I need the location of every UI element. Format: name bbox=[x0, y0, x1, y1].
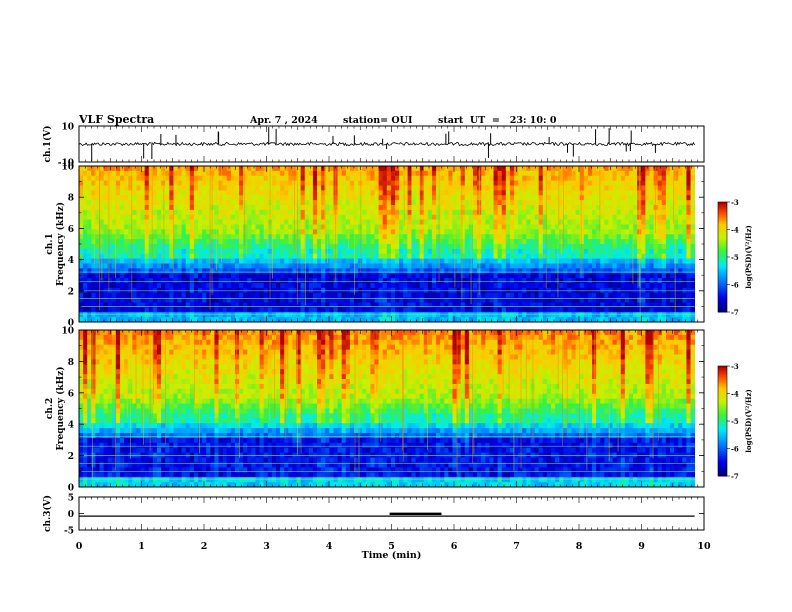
ch2-spectrogram-ytick-label: 6 bbox=[68, 389, 74, 399]
ch3-waveform-yticks: 5 0 -5 bbox=[64, 494, 704, 537]
ch2-spectrogram-ytick-label: 8 bbox=[68, 358, 74, 368]
ch1-waveform-ytick-label: 10 bbox=[61, 123, 74, 133]
x-ticks bbox=[78, 166, 705, 322]
ch1-spectrogram-ytick-label: 2 bbox=[68, 287, 74, 297]
ch1-spectrogram-ytick-label: 8 bbox=[68, 194, 74, 204]
ch2-spectrogram-colorbar-tick-label: -6 bbox=[731, 445, 739, 454]
ch1-spectrogram-colorbar-tick-label: -7 bbox=[731, 308, 739, 317]
ch1-spectrogram-ytick-label: 0 bbox=[68, 319, 74, 329]
ch1-spectrogram-colorbar-tick-label: -3 bbox=[731, 198, 739, 207]
ch3-waveform-ytick-label: 5 bbox=[68, 494, 74, 504]
ch1-spectrogram-colorbar-tick-label: -6 bbox=[731, 281, 739, 290]
x-tick-label: 0 bbox=[76, 541, 83, 552]
ch1-spectrogram-yticks: 0 2 4 6 8 10 bbox=[61, 163, 704, 329]
ch1-spectrogram-colorbar-tick-label: -5 bbox=[731, 253, 739, 262]
ch1-spectrogram-colorbar-tick-label: -4 bbox=[731, 226, 739, 235]
x-ticks bbox=[78, 497, 705, 530]
start-time-label: start UT = 23: 10: 0 bbox=[438, 115, 557, 126]
ch2-spectrogram-ylabel-channel: ch.2 bbox=[45, 398, 55, 419]
x-ticks bbox=[78, 126, 705, 162]
x-tick-label: 3 bbox=[263, 541, 270, 552]
ch2-spectrogram-colorbar-tick-label: -7 bbox=[731, 472, 739, 481]
ch2-spectrogram-ytick-label: 0 bbox=[68, 484, 74, 494]
ch3-waveform-ytick-label: -5 bbox=[64, 527, 74, 537]
ch2-spectrogram-colorbar-label-text: log(PSD)(V²/Hz) bbox=[744, 389, 753, 453]
ch2-spectrogram-colorbar-tick-label: -4 bbox=[731, 390, 739, 399]
ch3-waveform-trace bbox=[79, 512, 695, 517]
ch1-spectrogram-ylabel-channel: ch.1 bbox=[45, 233, 55, 254]
ch1-waveform-ylabel-text: ch.1(V) bbox=[42, 126, 53, 163]
ch2-spectrogram bbox=[79, 330, 696, 488]
x-tick-label: 8 bbox=[576, 541, 583, 552]
ch2-spectrogram-ylabel-frequency: Frequency (kHz) bbox=[55, 366, 66, 450]
x-tick-label: 5 bbox=[388, 541, 395, 552]
x-tick-label: 7 bbox=[513, 541, 520, 552]
ch3-waveform-ylabel-text: ch.3(V) bbox=[42, 495, 53, 532]
ch1-waveform-yticks: 10 -10 bbox=[58, 123, 704, 169]
x-tick-label: 4 bbox=[326, 541, 333, 552]
ch1-spectrogram bbox=[79, 166, 696, 323]
ch2-spectrogram-ytick-label: 4 bbox=[68, 421, 74, 431]
station-label: station= OUI bbox=[343, 115, 413, 126]
ch1-spectrogram-ytick-label: 10 bbox=[61, 163, 74, 173]
x-ticks bbox=[78, 330, 705, 487]
x-axis: 0 1 2 3 4 5 6 7 8 9 10 Time (min) bbox=[76, 541, 711, 561]
ch1-spectrogram-ytick-label: 4 bbox=[68, 256, 74, 266]
ch2-spectrogram-colorbar-tick-label: -5 bbox=[731, 417, 739, 426]
date-label: Apr. 7 , 2024 bbox=[250, 115, 318, 126]
ch2-spectrogram-colorbar-tick-label: -3 bbox=[731, 362, 739, 371]
ch2-spectrogram-ytick-label: 2 bbox=[68, 452, 74, 462]
x-tick-label: 6 bbox=[451, 541, 458, 552]
ch2-spectrogram-ylabel: ch.2 Frequency (kHz) bbox=[45, 366, 66, 450]
x-tick-label: 2 bbox=[201, 541, 208, 552]
ch1-spectrogram-colorbar-label-text: log(PSD)(V²/Hz) bbox=[744, 225, 753, 289]
ch1-waveform-trace bbox=[78, 127, 695, 161]
ch3-waveform-ylabel: ch.3(V) bbox=[42, 495, 53, 532]
x-tick-label: 1 bbox=[138, 541, 145, 552]
ch1-spectrogram-colorbar: -3 -4 -5 -6 -7 bbox=[717, 198, 739, 317]
ch1-spectrogram-ytick-label: 6 bbox=[68, 225, 74, 235]
x-axis-label: Time (min) bbox=[362, 550, 422, 561]
x-tick-label: 10 bbox=[697, 541, 711, 552]
ch2-spectrogram-colorbar-label: log(PSD)(V²/Hz) bbox=[744, 389, 753, 453]
ch1-spectrogram-ylabel: ch.1 Frequency (kHz) bbox=[45, 202, 66, 286]
x-tick-label: 9 bbox=[638, 541, 645, 552]
ch2-spectrogram-ytick-label: 10 bbox=[61, 327, 74, 337]
chart-title: VLF Spectra bbox=[79, 113, 155, 126]
ch1-spectrogram-colorbar-label: log(PSD)(V²/Hz) bbox=[744, 225, 753, 289]
ch1-waveform-ylabel: ch.1(V) bbox=[42, 126, 53, 163]
ch2-spectrogram-yticks: 0 2 4 6 8 10 bbox=[61, 327, 704, 494]
ch1-spectrogram-ylabel-frequency: Frequency (kHz) bbox=[55, 202, 66, 286]
ch2-spectrogram-colorbar: -3 -4 -5 -6 -7 bbox=[717, 362, 739, 481]
ch1-waveform-ytick-label: -10 bbox=[58, 159, 74, 169]
ch3-waveform-ytick-label: 0 bbox=[68, 510, 74, 520]
